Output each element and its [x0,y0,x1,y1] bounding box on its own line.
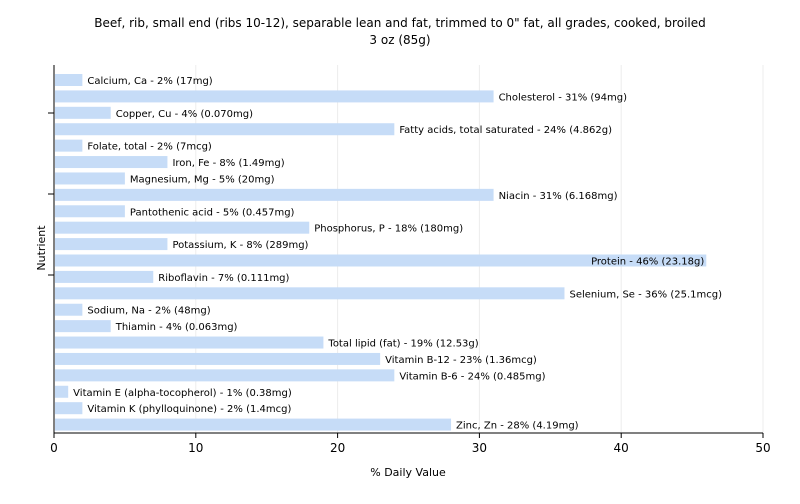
bar [55,74,83,86]
bar [55,303,83,316]
bar [55,369,395,382]
bar-label: Fatty acids, total saturated - 24% (4.86… [399,125,612,136]
bar [55,270,154,283]
x-tick-label: 20 [330,441,345,455]
bars [55,74,707,431]
bar-label: Calcium, Ca - 2% (17mg) [87,76,212,87]
bar-label: Total lipid (fat) - 19% (12.53g) [327,339,478,350]
bar [55,123,395,136]
bar-label: Copper, Cu - 4% (0.070mg) [116,109,253,120]
bar [55,418,452,431]
bar-label: Niacin - 31% (6.168mg) [499,191,618,202]
bar [55,156,168,169]
bar [55,402,83,415]
x-axis-label: % Daily Value [370,466,446,479]
bar-label: Vitamin B-6 - 24% (0.485mg) [399,371,545,382]
bar [55,385,69,398]
x-tick-label: 30 [472,441,487,455]
bar-label: Magnesium, Mg - 5% (20mg) [130,174,275,185]
bar [55,221,310,234]
bar-label: Pantothenic acid - 5% (0.457mg) [130,207,295,218]
bar [55,254,707,267]
x-tick-label: 40 [614,441,629,455]
bar-label: Thiamin - 4% (0.063mg) [115,322,238,333]
bar-label: Iron, Fe - 8% (1.49mg) [172,158,284,169]
bar [55,106,111,119]
bar [55,320,111,333]
bar-label: Potassium, K - 8% (289mg) [172,240,308,251]
x-tick-label: 10 [188,441,203,455]
axes: 0 10 20 30 40 50 [48,65,771,455]
chart-title: Beef, rib, small end (ribs 10-12), separ… [94,16,705,30]
bar [55,352,381,365]
bar [55,287,565,300]
bar-label: Sodium, Na - 2% (48mg) [87,306,210,317]
bar [55,172,125,185]
bar-labels: Calcium, Ca - 2% (17mg) Cholesterol - 31%… [73,76,722,432]
bar [55,139,83,152]
bar-label: Cholesterol - 31% (94mg) [499,92,628,103]
x-tick-label: 50 [755,441,770,455]
bar-label: Zinc, Zn - 28% (4.19mg) [456,421,579,432]
y-axis-label: Nutrient [35,225,48,271]
bar-label: Protein - 46% (23.18g) [591,257,704,268]
bar [55,188,494,201]
bar-label: Vitamin B-12 - 23% (1.36mcg) [385,355,537,366]
bar [55,90,494,103]
bar [55,238,168,251]
bar-label: Phosphorus, P - 18% (180mg) [314,224,463,235]
bar-label: Vitamin K (phylloquinone) - 2% (1.4mcg) [87,404,291,415]
bar-label: Selenium, Se - 36% (25.1mcg) [569,289,722,300]
bar [55,205,125,218]
x-tick-label: 0 [50,441,58,455]
bar-label: Folate, total - 2% (7mcg) [87,142,212,153]
bar-label: Riboflavin - 7% (0.111mg) [158,273,289,284]
chart-subtitle: 3 oz (85g) [369,33,430,47]
bar-label: Vitamin E (alpha-tocopherol) - 1% (0.38m… [73,388,292,399]
bar [55,336,324,349]
